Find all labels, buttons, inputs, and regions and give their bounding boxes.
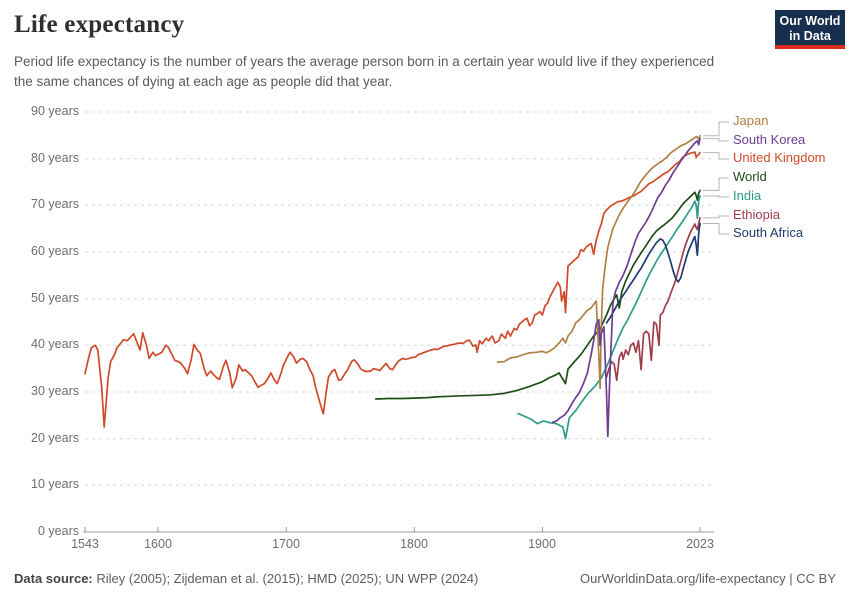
- legend-label-japan[interactable]: Japan: [733, 113, 769, 128]
- y-axis-tick-label: 0 years: [38, 524, 79, 538]
- data-source-text: Riley (2005); Zijdeman et al. (2015); HM…: [96, 571, 479, 586]
- owid-logo[interactable]: Our World in Data: [775, 10, 845, 49]
- legend-label-india[interactable]: India: [733, 188, 762, 203]
- legend-label-united-kingdom[interactable]: United Kingdom: [733, 150, 826, 165]
- y-axis-tick-label: 30 years: [31, 384, 79, 398]
- x-axis-tick-label: 1700: [272, 537, 300, 551]
- owid-logo-line2: in Data: [789, 29, 831, 43]
- x-axis-tick-label: 1543: [71, 537, 99, 551]
- chart-subtitle: Period life expectancy is the number of …: [14, 54, 715, 90]
- legend-label-south-africa[interactable]: South Africa: [733, 225, 804, 240]
- owid-url-link[interactable]: OurWorldinData.org/life-expectancy | CC …: [579, 571, 836, 586]
- owid-logo-line1: Our World: [779, 14, 841, 28]
- x-axis-tick-label: 1900: [528, 537, 556, 551]
- y-axis-tick-label: 50 years: [31, 291, 79, 305]
- data-source-note: Data source: Riley (2005); Zijdeman et a…: [14, 571, 478, 586]
- legend-label-south-korea[interactable]: South Korea: [733, 132, 806, 147]
- y-axis-tick-label: 60 years: [31, 244, 79, 258]
- legend-label-ethiopia[interactable]: Ethiopia: [733, 207, 780, 222]
- page-title: Life expectancy: [14, 11, 185, 38]
- y-axis-tick-label: 70 years: [31, 197, 79, 211]
- y-axis-tick-label: 90 years: [31, 104, 79, 118]
- y-axis-tick-label: 20 years: [31, 431, 79, 445]
- x-axis-tick-label: 1800: [400, 537, 428, 551]
- legend-label-world[interactable]: World: [733, 169, 767, 184]
- x-axis-tick-label: 1600: [144, 537, 172, 551]
- y-axis-tick-label: 10 years: [31, 477, 79, 491]
- data-source-label: Data source:: [14, 571, 93, 586]
- y-axis-tick-label: 80 years: [31, 151, 79, 165]
- y-axis-tick-label: 40 years: [31, 337, 79, 351]
- x-axis-tick-label: 2023: [686, 537, 714, 551]
